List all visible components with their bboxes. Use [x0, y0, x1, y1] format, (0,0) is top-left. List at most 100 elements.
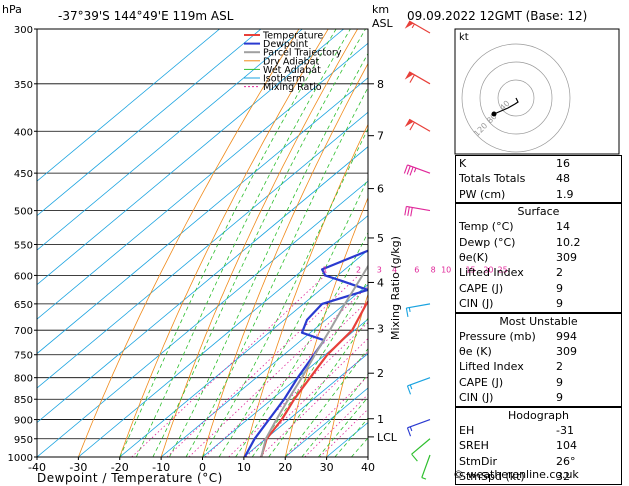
height-tick-label: 7: [377, 130, 384, 143]
pressure-tick-label: 350: [14, 80, 33, 91]
most-unstable-value: 9: [556, 391, 563, 405]
hodograph-param-value: 104: [556, 439, 577, 453]
legend-label: Dry Adiabat: [263, 56, 320, 67]
wind-barb-flag: [406, 385, 412, 395]
legend-label: Dewpoint: [263, 39, 308, 50]
wind-barb-half-flag: [409, 384, 413, 390]
surface-value: 309: [556, 251, 577, 265]
wind-barb: [403, 164, 431, 176]
pressure-tick-label: 650: [14, 300, 33, 311]
wind-barb-half-flag: [408, 307, 411, 313]
mixing-ratio-line: [259, 351, 368, 457]
wind-barb-half-flag: [413, 167, 417, 173]
height-tick-label: 8: [377, 78, 384, 91]
most-unstable-key: CIN (J): [459, 391, 494, 405]
asl-unit-label: ASL: [372, 17, 394, 30]
wind-barb-pennant: [404, 71, 414, 80]
pressure-tick-label: 450: [14, 169, 33, 180]
surface-value: 9: [556, 297, 563, 311]
hodograph-ring: [479, 61, 553, 135]
height-tick-label: 6: [377, 183, 384, 196]
station-location: -37°39'S 144°49'E 119m ASL: [58, 9, 234, 23]
credit-text: © weatheronline.co.uk: [453, 468, 579, 481]
hodograph-frame: [454, 28, 620, 155]
x-axis-label: Dewpoint / Temperature (°C): [37, 471, 223, 485]
legend-label: Mixing Ratio: [263, 82, 322, 93]
wind-barb-staff: [421, 454, 431, 478]
surface-value: 10.2: [556, 235, 581, 249]
temperature-tick-label: -20: [111, 461, 129, 474]
hodograph-param-key: EH: [459, 423, 475, 437]
index-row: K 16: [456, 156, 621, 171]
most-unstable-row: Lifted Index 2: [456, 359, 621, 374]
most-unstable-row: CAPE (J) 9: [456, 375, 621, 390]
isotherm-line: [202, 318, 368, 457]
isotherm-line: [37, 29, 262, 217]
surface-key: Dewp (°C): [459, 235, 516, 249]
most-unstable-box: Most Unstable Pressure (mb) 994 θe (K) 309 L…: [455, 312, 622, 407]
hodograph-trace: [493, 97, 519, 115]
hodograph-param-value: 26°: [556, 454, 576, 468]
wind-barb: [411, 438, 431, 462]
temperature-tick-label: 20: [278, 461, 292, 474]
pressure-tick-label: 900: [14, 416, 33, 427]
pressure-tick-label: 400: [14, 127, 33, 138]
surface-box: Surface Temp (°C) 14 Dewp (°C) 10.2 θe(K) 309…: [455, 203, 622, 313]
legend-label: Isotherm: [263, 74, 305, 85]
most-unstable-key: Pressure (mb): [459, 329, 536, 343]
mixing-ratio-label: 6: [414, 265, 419, 274]
surface-row: CAPE (J) 9: [456, 281, 621, 296]
dry-adiabat-line: [202, 62, 368, 457]
wind-barb-flag: [409, 74, 415, 83]
wind-barb-staff: [411, 438, 431, 455]
isotherm-line: [78, 215, 368, 457]
series-temperature: [260, 300, 368, 457]
hodograph-unit: kt: [459, 32, 469, 43]
most-unstable-value: 2: [556, 360, 563, 374]
pressure-tick-label: 700: [14, 326, 33, 337]
wind-barb-flag: [409, 166, 414, 176]
most-unstable-key: Lifted Index: [459, 360, 524, 374]
surface-value: 2: [556, 266, 563, 280]
surface-key: θe(K): [459, 251, 489, 265]
height-tick-label: 3: [377, 323, 384, 336]
wind-barb-flag: [409, 121, 415, 131]
wet-adiabat-line: [202, 127, 368, 457]
surface-row: Lifted Index 2: [456, 265, 621, 280]
pressure-tick-label: 850: [14, 395, 33, 406]
mixing-ratio-label: 4: [392, 265, 397, 274]
hodograph-ring: [497, 79, 535, 117]
wet-adiabat-line: [185, 86, 368, 457]
height-tick-label: 4: [377, 276, 384, 289]
wind-barb-pennant: [404, 21, 414, 29]
surface-key: Temp (°C): [459, 220, 514, 234]
index-row: PW (cm) 1.9: [456, 187, 621, 202]
pressure-tick-label: 300: [14, 25, 33, 36]
wind-barbs: [403, 20, 431, 480]
skewt-grid: [37, 29, 368, 457]
wind-barb: [404, 71, 431, 85]
wet-adiabat-line: [119, 29, 337, 457]
wet-adiabat-line: [318, 396, 368, 457]
hodograph-param-key: StmDir: [459, 454, 498, 468]
isotherm-line: [37, 146, 368, 424]
surface-row: θe(K) 309: [456, 250, 621, 265]
wind-barb-staff: [407, 377, 431, 387]
most-unstable-row: θe (K) 309: [456, 344, 621, 359]
surface-key: Lifted Index: [459, 266, 524, 280]
hodograph-storm-motion: [491, 111, 497, 117]
hodograph-param-row: StmDir 26°: [456, 454, 621, 469]
legend-label: Wet Adiabat: [263, 65, 321, 76]
wet-adiabat-line: [301, 373, 368, 457]
surface-value: 14: [556, 220, 570, 234]
profile-lines: [243, 249, 368, 457]
series-parcel-trajectory: [260, 264, 368, 457]
surface-row: CIN (J) 9: [456, 296, 621, 311]
mixing-ratio-line: [285, 375, 368, 457]
isotherm-line: [37, 29, 303, 251]
mixing-ratio-label: 10: [441, 265, 451, 274]
wind-barb: [405, 303, 431, 317]
wind-barb-flag: [406, 427, 412, 437]
index-key: K: [459, 157, 467, 170]
